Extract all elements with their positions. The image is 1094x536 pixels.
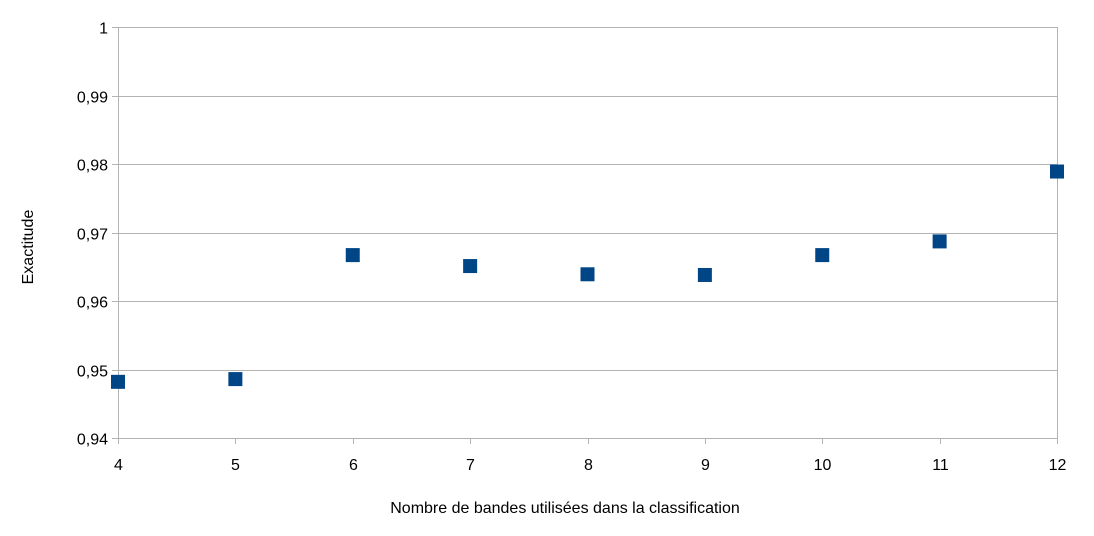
data-point bbox=[1050, 164, 1064, 179]
x-tick-label: 9 bbox=[701, 457, 710, 474]
y-tick-label: 0,98 bbox=[77, 158, 108, 175]
data-point bbox=[932, 234, 947, 249]
data-point bbox=[345, 248, 360, 263]
data-point bbox=[580, 267, 595, 282]
y-axis-title: Exactitude bbox=[20, 210, 37, 285]
y-tick-label: 0,95 bbox=[77, 364, 108, 381]
y-tick-label: 0,96 bbox=[77, 295, 108, 312]
x-tick-label: 7 bbox=[466, 457, 475, 474]
x-tick-label: 4 bbox=[114, 457, 123, 474]
data-point bbox=[815, 248, 830, 263]
axes bbox=[118, 27, 1058, 444]
y-tick-labels: 0,94 0,95 0,96 0,97 0,98 0,99 1 bbox=[77, 21, 108, 449]
x-tick-label: 10 bbox=[814, 457, 832, 474]
y-tick-label: 0,94 bbox=[77, 432, 108, 449]
data-point bbox=[463, 259, 478, 274]
data-point bbox=[228, 372, 243, 387]
x-tick-label: 12 bbox=[1049, 457, 1067, 474]
data-points bbox=[111, 164, 1064, 389]
y-tick-label: 1 bbox=[99, 21, 108, 38]
x-tick-label: 11 bbox=[932, 457, 949, 474]
data-point bbox=[111, 374, 125, 389]
grid bbox=[112, 27, 1057, 439]
x-tick-label: 8 bbox=[584, 457, 593, 474]
y-tick-label: 0,99 bbox=[77, 90, 108, 107]
x-tick-label: 6 bbox=[349, 457, 358, 474]
x-tick-labels: 4 5 6 7 8 9 10 11 12 bbox=[114, 457, 1066, 474]
x-axis-title: Nombre de bandes utilisées dans la class… bbox=[390, 500, 740, 517]
y-tick-label: 0,97 bbox=[77, 227, 108, 244]
data-point bbox=[697, 267, 712, 282]
x-tick-label: 5 bbox=[231, 457, 240, 474]
